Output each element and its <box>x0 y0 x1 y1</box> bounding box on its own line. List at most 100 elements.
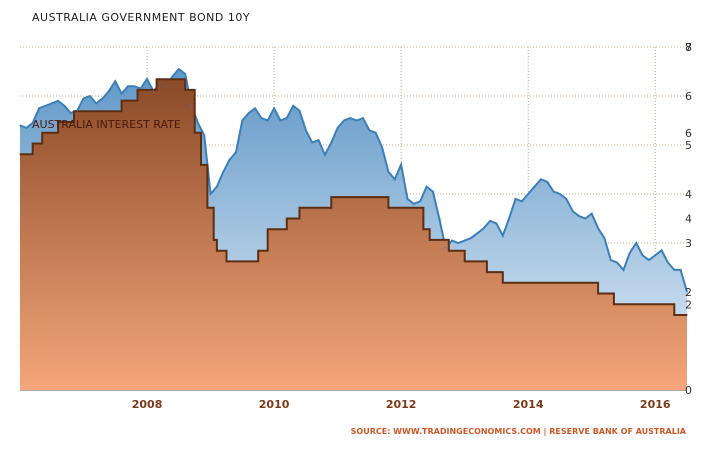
bond-point <box>330 141 332 144</box>
bond-point <box>432 190 434 193</box>
bond-point <box>641 254 644 256</box>
bond-point <box>356 119 358 122</box>
bond-point <box>381 146 383 149</box>
rate-point <box>194 132 196 134</box>
bond-point <box>171 75 174 77</box>
rate-point <box>286 217 288 220</box>
bond-point <box>603 237 606 239</box>
bond-point <box>317 139 320 141</box>
rate-point <box>464 260 466 262</box>
rate-tick-label: 2 <box>685 298 692 311</box>
bond-point <box>51 102 53 104</box>
bond-point <box>629 252 631 254</box>
bond-point <box>146 78 148 80</box>
bond-point <box>216 186 218 188</box>
rate-point <box>422 228 424 230</box>
rate-point <box>121 99 123 102</box>
bond-point <box>70 112 72 114</box>
rate-series-area <box>20 79 687 390</box>
bond-point <box>489 220 491 222</box>
bond-point <box>108 90 110 92</box>
rate-point <box>73 110 75 112</box>
x-tick-label: 2008 <box>132 398 163 411</box>
bond-point <box>438 217 440 220</box>
bond-point <box>298 110 301 112</box>
bond-tick-label: 5 <box>685 139 692 152</box>
rate-point <box>486 271 488 273</box>
bond-point <box>622 269 625 271</box>
x-tick-label: 2016 <box>640 398 671 411</box>
bond-point <box>241 119 243 122</box>
x-tick-label: 2010 <box>259 398 290 411</box>
bond-point <box>101 97 104 100</box>
rate-series-line <box>20 78 687 316</box>
rate-point <box>429 239 431 241</box>
bond-point <box>445 247 447 249</box>
bond-point <box>559 193 561 195</box>
bond-point <box>616 262 618 264</box>
chart-title: AUSTRALIA GOVERNMENT BOND 10Y <box>32 11 250 24</box>
rate-point <box>225 260 228 262</box>
bond-point <box>121 92 123 95</box>
rate-point <box>673 314 675 316</box>
bond-point <box>254 107 256 109</box>
bond-point <box>235 151 237 153</box>
bond-point <box>25 127 27 129</box>
bond-point <box>32 122 34 124</box>
bond-point <box>584 217 586 220</box>
bond-point <box>457 242 459 244</box>
bond-point <box>553 190 555 193</box>
bond-point <box>464 239 466 242</box>
bond-point <box>540 178 542 180</box>
bond-point <box>572 210 574 212</box>
bond-tick-label: 2 <box>685 286 692 299</box>
rate-point <box>206 207 208 209</box>
bond-point <box>190 105 193 107</box>
rate-point <box>257 250 259 252</box>
bond-point <box>514 198 517 200</box>
bond-point <box>578 215 580 217</box>
rate-point <box>216 250 218 252</box>
rate-point <box>511 282 513 284</box>
bond-point <box>660 249 663 251</box>
bond-point <box>591 213 593 215</box>
rate-series-label: AUSTRALIA INTEREST RATE <box>32 118 181 131</box>
bond-point <box>362 117 364 119</box>
x-tick-label: 2014 <box>513 398 544 411</box>
rate-point <box>32 142 34 145</box>
bond-point <box>279 119 282 122</box>
bond-point <box>76 110 78 112</box>
rate-point <box>267 228 269 230</box>
bond-point <box>635 242 637 244</box>
bond-point <box>667 262 669 264</box>
bond-point <box>654 254 656 256</box>
rate-tick-label: 4 <box>685 213 692 226</box>
bond-point <box>527 193 529 195</box>
bond-point <box>133 85 135 87</box>
bond-point <box>546 181 548 183</box>
rate-point <box>41 132 43 134</box>
bond-point <box>406 198 409 200</box>
bond-point <box>413 203 415 205</box>
bond-point <box>152 90 154 92</box>
rate-point <box>136 89 139 91</box>
bond-point <box>337 127 339 129</box>
rate-point <box>387 207 390 209</box>
rate-point <box>613 303 615 305</box>
bond-point <box>394 178 396 180</box>
bond-tick-label: 6 <box>685 90 692 103</box>
rate-point <box>597 292 599 295</box>
data-points <box>19 68 688 316</box>
bond-point <box>89 95 91 97</box>
bond-point <box>451 239 453 242</box>
bond-point <box>140 88 142 90</box>
rate-tick-label: 8 <box>685 41 692 54</box>
rate-tick-label: 0 <box>685 384 692 397</box>
bond-point <box>209 193 212 195</box>
bond-point <box>114 80 116 82</box>
bond-point <box>159 83 161 85</box>
bond-point <box>648 259 650 261</box>
bond-point <box>292 105 294 107</box>
rate-point <box>330 196 332 198</box>
